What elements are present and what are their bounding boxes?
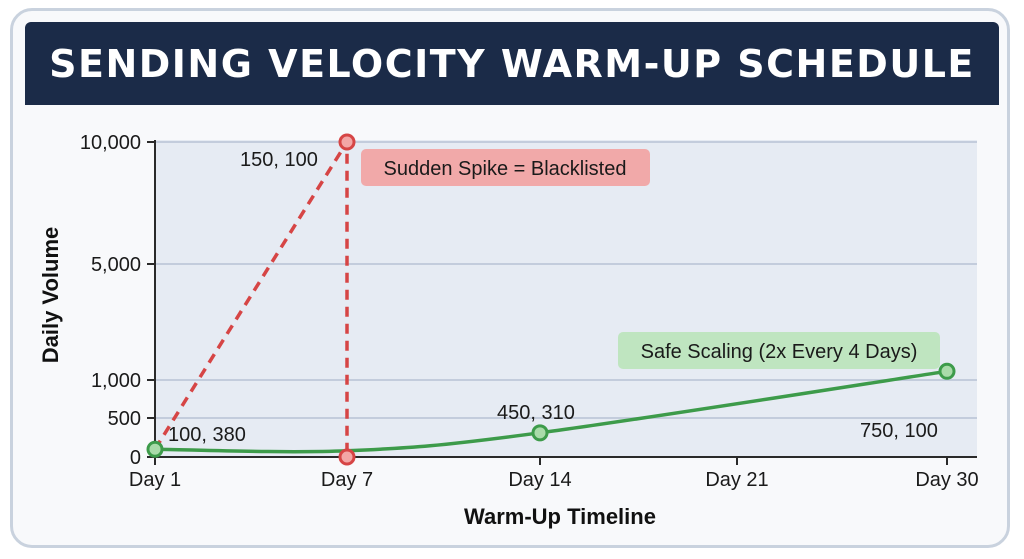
point-label-day30: 750, 100	[860, 420, 938, 442]
y-tick-label: 500	[108, 408, 141, 430]
safe-series-point	[938, 362, 956, 380]
spike-series-point	[338, 133, 356, 151]
safe-callout-box	[618, 332, 940, 369]
y-tick-label: 1,000	[91, 370, 141, 392]
y-axis-title: Daily Volume	[38, 227, 63, 364]
plot-area	[155, 140, 977, 457]
series-layer	[146, 133, 956, 466]
grid-lines	[155, 141, 977, 419]
x-tick-label: Day 21	[705, 469, 768, 491]
y-tick-labels: 0 500 1,000 5,000 10,000	[80, 132, 155, 469]
safe-series-point	[146, 440, 164, 458]
x-tick-label: Day 7	[321, 469, 373, 491]
x-tick-label: Day 14	[508, 469, 571, 491]
safe-callout-text: Safe Scaling (2x Every 4 Days)	[641, 341, 918, 363]
y-tick-label: 5,000	[91, 254, 141, 276]
x-tick-label: Day 30	[915, 469, 978, 491]
y-tick-label: 10,000	[80, 132, 141, 154]
x-axis-title: Warm-Up Timeline	[464, 504, 656, 529]
x-tick-labels: Day 1 Day 7 Day 14 Day 21 Day 30	[129, 457, 979, 491]
point-label-day14: 450, 310	[497, 402, 575, 424]
spike-callout-box	[361, 149, 650, 186]
point-label-day1: 100, 380	[168, 424, 246, 446]
point-label-spike-peak: 150, 100	[240, 149, 318, 171]
safe-series-line	[154, 369, 948, 454]
spike-series-point	[338, 448, 356, 466]
title-banner: SENDING VELOCITY WARM-UP SCHEDULE	[25, 22, 999, 105]
safe-series-point	[531, 424, 549, 442]
chart-title: SENDING VELOCITY WARM-UP SCHEDULE	[49, 41, 975, 86]
y-tick-label: 0	[130, 447, 141, 469]
spike-callout-text: Sudden Spike = Blacklisted	[384, 158, 627, 180]
x-tick-label: Day 1	[129, 469, 181, 491]
